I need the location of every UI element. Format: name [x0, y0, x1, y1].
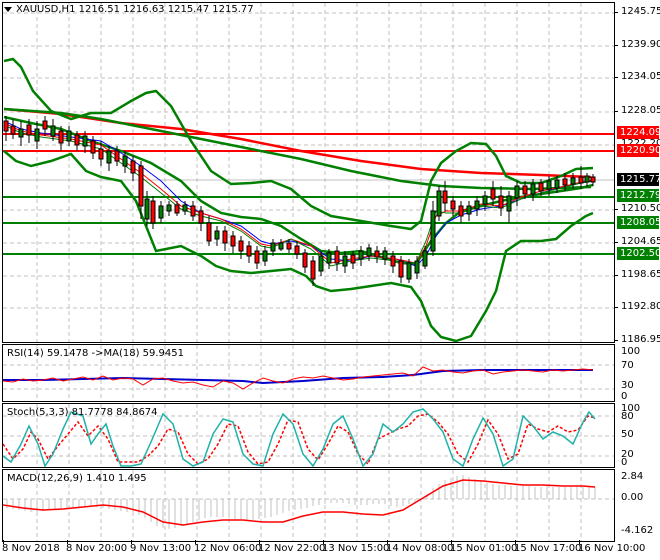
macd-axis-zero: 0.00 [621, 492, 644, 503]
price-tick [614, 242, 618, 243]
macd-signal-line [3, 479, 596, 526]
stochastic-pane[interactable]: Stoch(5,3,3) 81.7778 84.8674 [2, 403, 615, 468]
ohlc-low: 1215.47 [167, 4, 210, 15]
candlesticks [3, 116, 596, 286]
support-tag-3: 1202.50 [617, 247, 660, 260]
price-tick [614, 111, 618, 112]
stoch-axis-50: 50 [621, 429, 634, 440]
rsi-line [3, 366, 594, 390]
time-tick [387, 540, 388, 544]
price-axis-label: 1210.50 [621, 203, 660, 214]
price-axis-label: 1245.75 [621, 6, 660, 17]
triangle-down-icon[interactable] [4, 6, 12, 12]
time-label: 9 Nov 13:00 [130, 543, 192, 554]
price-axis-label: 1186.95 [621, 334, 660, 345]
time-tick [451, 540, 452, 544]
macd-histogram [6, 475, 596, 529]
chart-title: XAUUSD,H1 1216.51 1216.63 1215.47 1215.7… [4, 4, 254, 15]
rsi-pane[interactable]: RSI(14) 59.1478 ->MA(18) 59.9451 [2, 344, 615, 402]
macd-label: MACD(12,26,9) 1.410 1.495 [7, 473, 147, 484]
support-tag-1: 1212.79 [617, 189, 660, 202]
resistance-tag-2: 1220.90 [617, 144, 660, 157]
main-price-pane[interactable] [2, 2, 615, 343]
grid [3, 3, 614, 342]
price-tick [614, 45, 618, 46]
slow-ma-green [3, 107, 592, 191]
bollinger-upper [3, 57, 594, 231]
time-label: 13 Nov 15:00 [322, 543, 390, 554]
price-tick [614, 275, 618, 276]
price-tick [614, 12, 618, 13]
time-tick [3, 540, 4, 544]
time-label: 12 Nov 22:00 [258, 543, 326, 554]
bollinger-lower [3, 150, 594, 342]
stoch-axis-0: 0 [621, 457, 628, 468]
time-tick [195, 540, 196, 544]
time-label: 14 Nov 08:00 [386, 543, 454, 554]
macd-axis-min: -4.162 [621, 525, 654, 536]
price-tick [614, 209, 618, 210]
stoch-main-line [3, 408, 596, 467]
rsi-axis-0: 0 [621, 391, 628, 402]
stoch-signal-line [3, 413, 596, 466]
price-axis-label: 1239.90 [621, 39, 660, 50]
price-chart-canvas [3, 3, 614, 342]
ohlc-close: 1215.77 [212, 4, 254, 15]
time-tick [67, 540, 68, 544]
rsi-axis-30: 30 [621, 380, 634, 391]
time-label: 15 Nov 17:00 [514, 543, 582, 554]
rsi-label: RSI(14) 59.1478 ->MA(18) 59.9451 [7, 348, 184, 359]
price-tick [614, 307, 618, 308]
price-axis-label: 1228.05 [621, 105, 660, 116]
resistance-tag-1: 1224.09 [617, 126, 660, 139]
stoch-axis-20: 20 [621, 449, 634, 460]
time-label: 16 Nov 10:00 [578, 543, 646, 554]
price-axis-label: 1192.80 [621, 301, 660, 312]
ohlc-high: 1216.63 [123, 4, 165, 15]
time-tick [579, 540, 580, 544]
stoch-axis-100: 100 [621, 403, 641, 414]
time-tick [131, 540, 132, 544]
stoch-axis-80: 80 [621, 411, 634, 422]
macd-canvas [3, 470, 614, 541]
stoch-label: Stoch(5,3,3) 81.7778 84.8674 [7, 407, 158, 418]
time-label: 8 Nov 2018 [2, 543, 60, 554]
time-label: 12 Nov 06:00 [194, 543, 262, 554]
current-price-tag: 1215.77 [617, 173, 660, 186]
time-label: 8 Nov 20:00 [66, 543, 128, 554]
time-tick [259, 540, 260, 544]
rsi-axis-100: 100 [621, 346, 641, 357]
stoch-canvas [3, 404, 614, 467]
price-axis-label: 1198.65 [621, 269, 660, 280]
time-label: 15 Nov 01:00 [450, 543, 518, 554]
price-axis-label: 1222.20 [621, 138, 660, 150]
macd-pane[interactable]: MACD(12,26,9) 1.410 1.495 [2, 469, 615, 542]
time-tick [515, 540, 516, 544]
price-axis-label: 1234.05 [621, 71, 660, 82]
price-axis-label: 1204.65 [621, 236, 660, 247]
rsi-canvas [3, 345, 614, 401]
price-tick [614, 340, 618, 341]
support-tag-2: 1208.05 [617, 216, 660, 229]
price-tick [614, 77, 618, 78]
symbol-timeframe: XAUUSD,H1 [16, 4, 76, 15]
rsi-axis-70: 70 [621, 360, 634, 371]
rsi-ma-line [3, 369, 593, 385]
ohlc-open: 1216.51 [78, 4, 120, 15]
time-tick [323, 540, 324, 544]
macd-axis-max: 2.84 [621, 471, 644, 482]
